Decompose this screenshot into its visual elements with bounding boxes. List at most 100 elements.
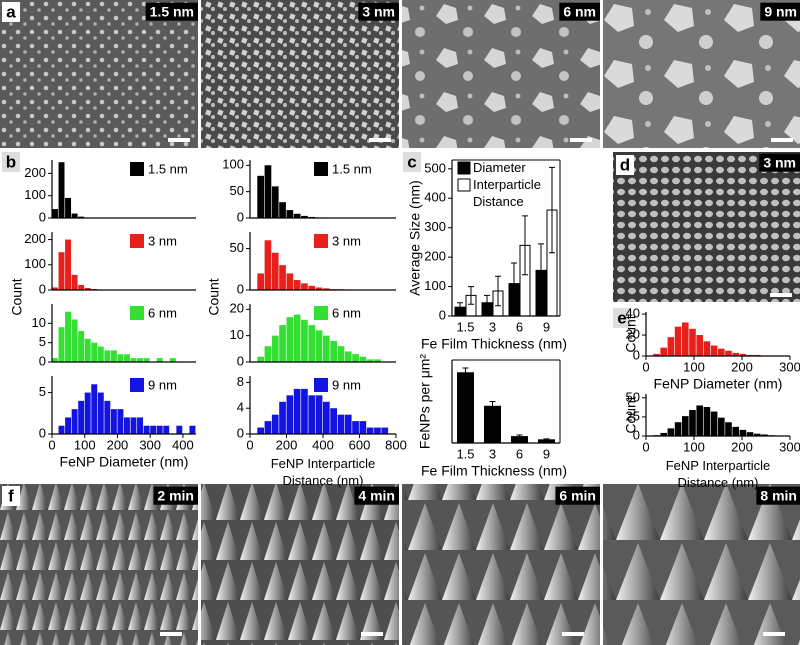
histogram-bar xyxy=(71,274,78,290)
y-tick-label: 5 xyxy=(39,334,46,349)
y-tick-label: 200 xyxy=(24,231,46,246)
y-tick-label: 0 xyxy=(237,425,244,440)
x-tick-label: 0 xyxy=(48,437,55,452)
sem-image xyxy=(0,484,198,645)
y-tick-label: 500 xyxy=(424,160,446,175)
histogram-bar xyxy=(660,432,667,436)
histogram-bar xyxy=(78,331,85,362)
bar xyxy=(457,372,474,444)
sem-image xyxy=(402,0,600,148)
histogram-bar xyxy=(674,422,682,436)
y-tick-label: 25 xyxy=(626,408,640,423)
x-tick-label: 300 xyxy=(139,437,161,452)
histogram-bar xyxy=(286,210,294,218)
histogram-bar xyxy=(104,400,111,434)
label-box xyxy=(555,486,600,505)
error-bar xyxy=(484,294,490,311)
histogram-bar xyxy=(52,358,58,362)
image-label: 6 min xyxy=(559,488,596,504)
legend-swatch xyxy=(130,234,144,248)
histogram-bar xyxy=(725,350,732,356)
x-tick-label: 100 xyxy=(683,359,705,374)
label-box xyxy=(354,486,399,505)
panel-letter: e xyxy=(617,308,626,327)
x-axis-label: FeNP Interparticle Distance (nm) xyxy=(270,456,376,488)
histogram-bar xyxy=(257,175,264,218)
x-tick-label: 100 xyxy=(74,437,96,452)
histogram-bar xyxy=(293,388,301,434)
panel-letter-box xyxy=(2,2,20,22)
legend-swatch xyxy=(314,162,328,176)
legend-label: 1.5 nm xyxy=(332,161,372,176)
histogram-bar xyxy=(293,314,301,362)
y-tick-label: 0 xyxy=(237,281,244,296)
histogram-bar xyxy=(286,395,294,434)
y-tick-label: 0 xyxy=(39,353,46,368)
error-bar xyxy=(468,286,474,305)
x-tick-label: 9 xyxy=(543,446,550,461)
y-tick-label: 100 xyxy=(24,256,46,271)
histogram-bar xyxy=(257,427,264,434)
image-label: 2 min xyxy=(157,488,194,504)
histogram-bar xyxy=(330,408,337,434)
histogram-bar xyxy=(653,353,660,356)
histogram-bar xyxy=(117,354,124,362)
histogram-bar xyxy=(323,335,330,362)
panel-letter: d xyxy=(620,155,630,174)
y-tick-label: 10 xyxy=(230,327,244,342)
histogram-bar xyxy=(78,284,85,290)
legend-label: Interparticle Distance xyxy=(473,177,541,209)
histogram-bar xyxy=(337,346,345,362)
histogram-bar xyxy=(710,411,718,436)
legend-swatch xyxy=(130,306,144,320)
histogram-bar xyxy=(279,265,286,290)
histogram-bar xyxy=(71,409,78,434)
histogram-bar xyxy=(84,338,91,362)
y-tick-label: 0 xyxy=(39,281,46,296)
error-bar xyxy=(522,215,528,276)
histogram-bar xyxy=(308,285,316,290)
histogram-bar xyxy=(739,429,747,436)
y-axis-label: FeNPs per μm² xyxy=(417,354,433,450)
histogram-bar xyxy=(761,434,768,436)
legend-swatch xyxy=(130,162,144,176)
histogram-bar xyxy=(78,216,85,218)
y-axis-label: Count xyxy=(206,278,222,315)
histogram-bar xyxy=(156,425,163,434)
histogram-bar xyxy=(352,421,359,434)
label-box xyxy=(358,2,399,21)
error-bar xyxy=(543,438,550,442)
histogram-bar xyxy=(271,186,279,218)
y-tick-label: 0 xyxy=(39,425,46,440)
histogram-bar xyxy=(703,406,711,436)
y-tick-label: 0 xyxy=(237,353,244,368)
histogram-bar xyxy=(143,358,150,362)
panel-letter: b xyxy=(6,152,16,171)
histogram-bar xyxy=(137,417,144,434)
histogram-bar xyxy=(271,414,279,434)
histogram-bar xyxy=(754,433,761,436)
histogram-bar xyxy=(65,417,72,434)
legend-label: 9 nm xyxy=(148,377,177,392)
x-tick-label: 300 xyxy=(779,439,800,454)
y-tick-label: 8 xyxy=(237,374,244,389)
histogram-bar xyxy=(718,417,725,436)
y-tick-label: 20 xyxy=(626,326,640,341)
histogram-bar xyxy=(323,401,330,434)
histogram-bar xyxy=(286,273,294,290)
x-tick-label: 9 xyxy=(543,319,550,334)
histogram-bar xyxy=(286,317,294,362)
image-label: 4 min xyxy=(358,488,395,504)
histogram-bar xyxy=(315,287,323,290)
error-bar xyxy=(457,302,463,313)
x-tick-label: 400 xyxy=(172,437,194,452)
histogram-bar xyxy=(746,432,754,436)
histogram-bar xyxy=(84,392,91,434)
histogram-bar xyxy=(52,209,58,218)
histogram-bar xyxy=(110,409,117,434)
histogram-bar xyxy=(58,162,65,218)
histogram-bar xyxy=(330,340,337,362)
sem-image xyxy=(201,0,399,148)
histogram-bar xyxy=(156,358,163,362)
